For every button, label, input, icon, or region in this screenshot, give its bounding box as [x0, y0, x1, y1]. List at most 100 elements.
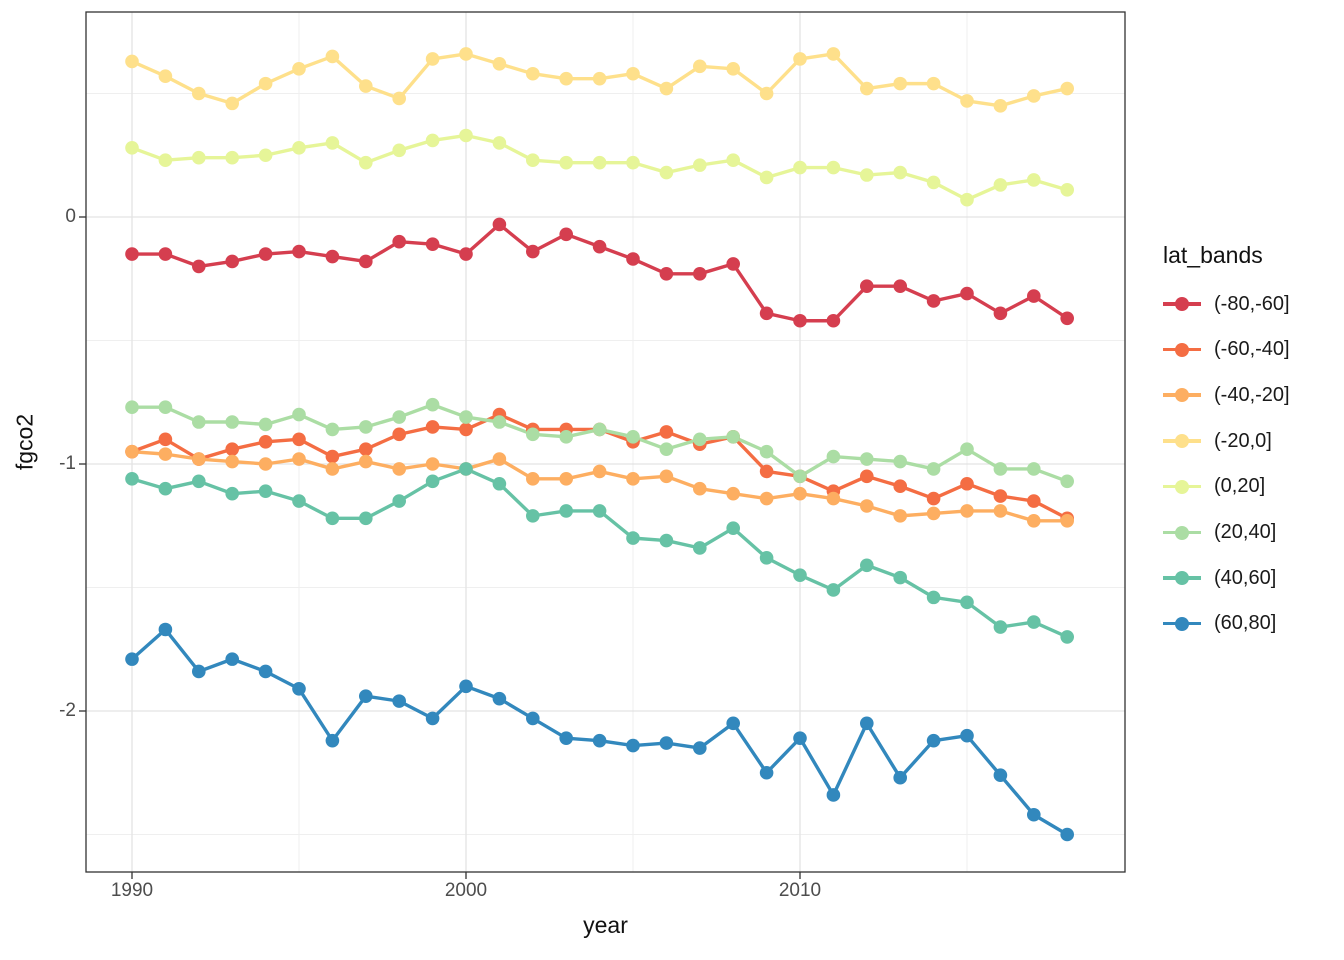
data-point [192, 259, 206, 274]
data-point [459, 410, 473, 424]
legend-key-icon [1163, 473, 1201, 501]
data-point [325, 49, 340, 64]
data-point [1060, 183, 1074, 197]
legend-item: (40,60] [1163, 564, 1276, 592]
data-point [225, 442, 239, 456]
data-point [826, 160, 841, 175]
data-point [325, 462, 340, 476]
y-tick-label: -2 [59, 700, 76, 721]
data-point [1027, 89, 1041, 103]
data-point [359, 254, 373, 269]
data-point [125, 652, 139, 666]
data-point [993, 306, 1008, 321]
y-tick-label: -1 [59, 453, 76, 474]
data-point [759, 765, 774, 780]
data-point [592, 239, 607, 254]
legend-title: lat_bands [1163, 242, 1263, 268]
data-point [158, 481, 173, 496]
data-point [459, 47, 473, 61]
data-point [826, 491, 841, 506]
data-point [960, 504, 974, 518]
data-point [893, 770, 907, 785]
data-point [192, 86, 206, 101]
data-point [292, 681, 306, 696]
data-point [192, 452, 206, 466]
data-point [359, 454, 373, 469]
data-point [626, 252, 640, 266]
legend-item-label: (-20,0] [1214, 429, 1272, 452]
data-point [693, 481, 707, 496]
data-point [893, 454, 907, 469]
data-point [993, 768, 1008, 783]
data-point [826, 583, 841, 597]
data-point [325, 136, 340, 150]
data-point [258, 484, 273, 498]
data-point [225, 486, 239, 501]
data-point [893, 279, 907, 293]
data-point [359, 689, 373, 703]
data-point [860, 469, 874, 484]
data-point [693, 541, 707, 555]
data-point [492, 217, 507, 232]
legend-item-label: (20,40] [1214, 521, 1277, 543]
data-point [425, 133, 440, 148]
data-point [292, 244, 306, 259]
data-point [225, 254, 239, 269]
legend-item: (-40,-20] [1163, 381, 1290, 409]
data-point [993, 620, 1008, 634]
data-point [893, 165, 907, 180]
data-point [125, 141, 139, 155]
data-point [492, 415, 507, 429]
data-point [726, 153, 740, 167]
data-point [225, 454, 239, 469]
data-point [693, 432, 707, 447]
data-point [893, 509, 907, 523]
y-axis-title: fgco2 [11, 413, 38, 471]
data-point [125, 54, 139, 69]
data-point [993, 504, 1008, 518]
data-point [526, 711, 540, 726]
data-point [559, 71, 573, 86]
data-point [158, 400, 173, 414]
data-point [693, 267, 707, 281]
data-point [158, 69, 173, 84]
legend-item-label: (0,20] [1214, 475, 1266, 498]
legend-item: (20,40] [1163, 519, 1276, 547]
data-point [960, 595, 974, 610]
data-point [893, 570, 907, 585]
data-point [860, 499, 874, 513]
data-point [626, 430, 640, 444]
data-point [960, 728, 974, 743]
data-point [1060, 81, 1074, 96]
major-gridlines [86, 12, 1125, 872]
data-point [192, 474, 206, 489]
series-points-5 [125, 397, 1074, 489]
data-point [960, 192, 974, 207]
data-point [726, 257, 740, 271]
data-point [793, 313, 807, 328]
data-point [392, 234, 407, 249]
data-point [425, 420, 440, 434]
data-point [292, 62, 306, 76]
data-point [459, 128, 473, 143]
data-point [993, 99, 1008, 113]
data-point [1027, 615, 1041, 629]
data-point [225, 150, 239, 165]
legend-key-icon [1163, 381, 1201, 409]
data-point [292, 494, 306, 508]
data-point [860, 168, 874, 182]
data-point [459, 247, 473, 261]
data-point [526, 472, 540, 486]
data-point [392, 694, 407, 708]
data-point [425, 52, 440, 66]
data-point [526, 153, 540, 167]
data-point [826, 449, 841, 464]
data-point [826, 313, 841, 328]
data-point [325, 249, 340, 264]
x-axis-title: year [583, 912, 628, 938]
data-point [759, 491, 774, 506]
data-point [292, 452, 306, 466]
data-point [292, 141, 306, 155]
data-point [392, 494, 407, 508]
